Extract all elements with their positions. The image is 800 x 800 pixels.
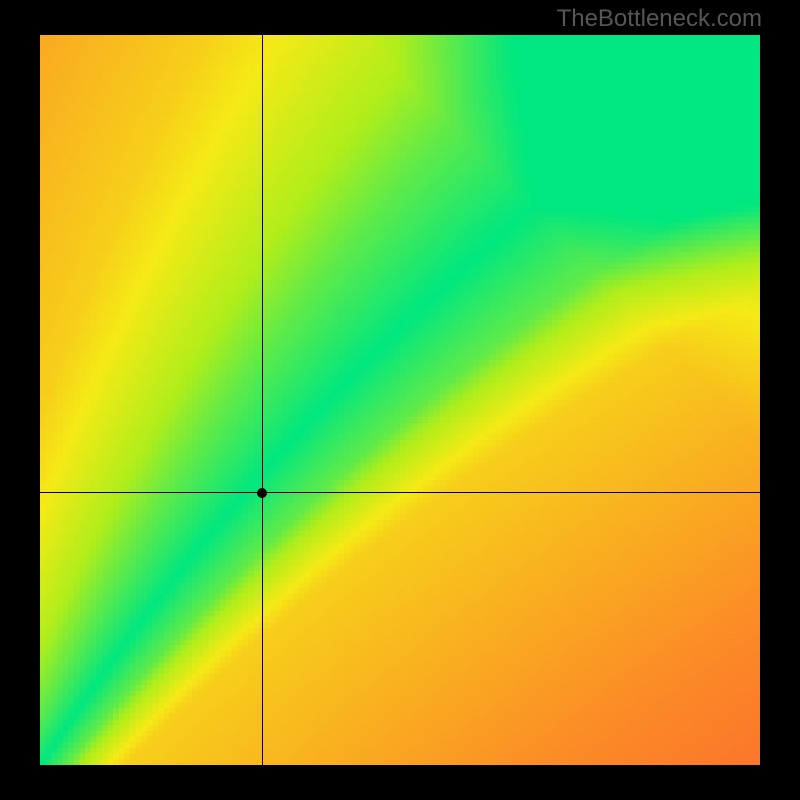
- crosshair-vertical: [262, 35, 263, 765]
- crosshair-horizontal: [40, 492, 760, 493]
- bottleneck-heatmap: [40, 35, 760, 765]
- chart-container: TheBottleneck.com: [0, 0, 800, 800]
- watermark-text: TheBottleneck.com: [557, 5, 762, 33]
